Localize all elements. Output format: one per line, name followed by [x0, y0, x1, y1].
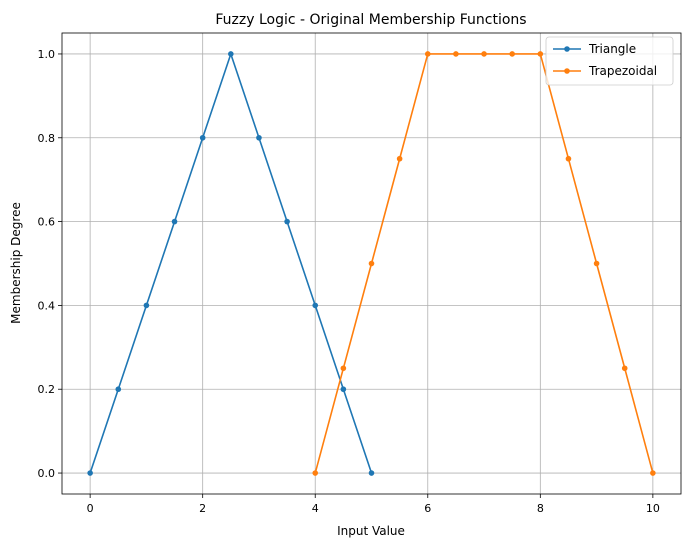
- y-axis: 0.0 0.2 0.4 0.6 0.8 1.0: [38, 48, 62, 480]
- triangle-point: [368, 470, 375, 476]
- triangle-point: [228, 51, 234, 57]
- x-axis: 0 2 4 6 8 10: [87, 494, 660, 515]
- x-axis-label: Input Value: [337, 524, 405, 538]
- trapezoidal-point: [650, 470, 656, 476]
- y-tick-label: 0.4: [38, 299, 56, 312]
- trapezoidal-point: [621, 365, 628, 372]
- trapezoidal-point: [509, 51, 515, 57]
- triangle-point: [312, 302, 319, 309]
- trapezoidal-legend-marker: [564, 68, 570, 74]
- triangle-point: [115, 386, 122, 393]
- y-axis-label: Membership Degree: [9, 202, 23, 324]
- y-tick-label: 1.0: [38, 48, 56, 61]
- trapezoidal-point: [565, 155, 572, 162]
- x-tick-label: 8: [537, 502, 544, 515]
- triangle-point: [340, 386, 347, 393]
- triangle-point: [143, 302, 150, 309]
- x-tick-label: 2: [199, 502, 206, 515]
- triangle-series: [87, 51, 375, 476]
- trapezoidal-point: [481, 51, 487, 57]
- triangle-point: [87, 470, 93, 476]
- series-layer: [87, 51, 656, 476]
- triangle-point: [284, 218, 290, 225]
- triangle-point: [199, 134, 206, 141]
- trapezoidal-point: [396, 155, 403, 162]
- trapezoidal-point: [453, 51, 459, 57]
- y-tick-label: 0.6: [38, 216, 56, 229]
- triangle-line: [89, 53, 373, 474]
- trapezoidal-legend-label: Trapezoidal: [588, 64, 657, 78]
- trapezoidal-point: [424, 51, 431, 57]
- legend: Triangle Trapezoidal: [545, 36, 674, 86]
- triangle-point: [171, 218, 178, 225]
- x-tick-label: 0: [87, 502, 94, 515]
- trapezoidal-point: [368, 260, 375, 267]
- triangle-legend-label: Triangle: [588, 42, 636, 56]
- y-tick-label: 0.2: [38, 383, 56, 396]
- x-tick-label: 10: [646, 502, 660, 515]
- trapezoidal-point: [312, 470, 319, 476]
- chart-title: Fuzzy Logic - Original Membership Functi…: [215, 12, 526, 28]
- triangle-legend-marker: [564, 46, 570, 52]
- y-tick-label: 0.8: [38, 132, 56, 145]
- x-tick-label: 4: [312, 502, 319, 515]
- trapezoidal-line: [314, 53, 654, 474]
- trapezoidal-point: [537, 51, 544, 57]
- trapezoidal-series: [312, 51, 656, 476]
- grid: [62, 33, 681, 494]
- trapezoidal-point: [340, 365, 347, 372]
- triangle-point: [256, 134, 262, 141]
- trapezoidal-point: [593, 260, 600, 267]
- x-tick-label: 6: [424, 502, 431, 515]
- plot-frame: [61, 32, 682, 495]
- y-tick-label: 0.0: [38, 467, 56, 480]
